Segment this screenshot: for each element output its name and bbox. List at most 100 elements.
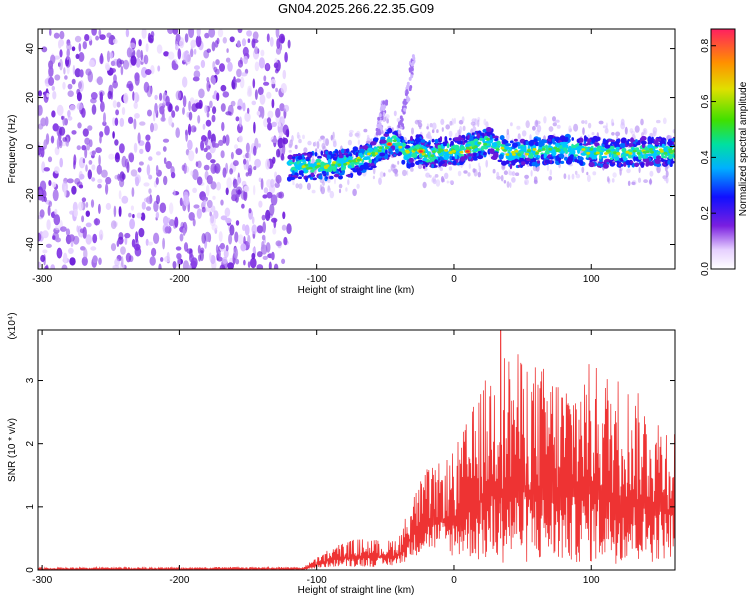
noise-mark: [166, 251, 170, 262]
signal-peak-mark: [527, 149, 531, 153]
signal-halo-mark: [511, 177, 516, 183]
signal-halo-mark: [552, 122, 557, 127]
hot-spot-core: [419, 150, 423, 153]
noise-mark: [209, 100, 213, 109]
signal-halo-mark: [352, 188, 357, 197]
noise-mark: [43, 196, 47, 203]
signal-band-mark: [489, 134, 493, 141]
noise-mark: [148, 34, 154, 44]
y-tick-label: -20: [25, 188, 36, 203]
snr-x-ticks: -300 -200 -100 0 100: [32, 330, 600, 586]
noise-mark: [98, 203, 101, 214]
signal-band-mark: [640, 136, 647, 141]
noise-mark: [261, 234, 266, 241]
signal-band-mark: [388, 148, 393, 152]
noise-mark: [201, 206, 206, 213]
signal-band-mark: [317, 155, 322, 159]
signal-halo-mark: [627, 180, 631, 186]
signal-band-mark: [562, 141, 569, 145]
signal-band-mark: [620, 163, 624, 167]
noise-mark: [125, 252, 132, 263]
signal-band-mark: [656, 155, 662, 160]
signal-halo-mark: [448, 130, 453, 138]
noise-mark: [50, 135, 55, 144]
signal-peak-mark: [537, 149, 542, 153]
noise-mark: [243, 158, 247, 165]
signal-band-mark: [524, 144, 527, 151]
signal-halo-mark: [320, 186, 325, 195]
signal-peak-mark: [448, 151, 453, 155]
signal-band-mark: [301, 154, 305, 160]
signal-halo-mark: [581, 120, 585, 124]
signal-halo-mark: [410, 167, 414, 172]
noise-mark: [88, 160, 93, 165]
noise-mark: [254, 89, 258, 100]
noise-mark: [124, 158, 129, 169]
noise-mark: [230, 100, 236, 107]
noise-mark: [169, 202, 174, 215]
signal-band-mark: [472, 158, 478, 161]
signal-band-mark: [368, 159, 372, 164]
signal-halo-mark: [529, 134, 532, 141]
noise-mark: [141, 66, 148, 78]
signal-band-mark: [502, 140, 509, 144]
signal-band-mark: [656, 151, 662, 155]
noise-mark: [73, 154, 77, 166]
signal-band-mark: [334, 150, 339, 154]
noise-mark: [97, 183, 102, 189]
signal-band-mark: [493, 152, 499, 159]
signal-halo-mark: [329, 190, 335, 199]
noise-mark: [188, 111, 193, 121]
noise-mark: [225, 217, 232, 224]
noise-mark: [41, 46, 48, 53]
signal-halo-mark: [425, 172, 430, 178]
noise-mark: [125, 29, 130, 38]
branch-mark: [406, 81, 410, 86]
noise-mark: [91, 164, 96, 171]
signal-halo-mark: [509, 182, 512, 189]
noise-mark: [119, 59, 125, 65]
noise-mark: [79, 173, 85, 180]
noise-mark: [212, 140, 216, 148]
signal-band-mark: [460, 145, 465, 151]
noise-mark: [174, 105, 180, 112]
noise-mark: [228, 233, 233, 245]
signal-band-mark: [409, 140, 415, 144]
noise-mark: [71, 46, 76, 52]
noise-mark: [81, 197, 87, 202]
noise-mark: [188, 150, 195, 162]
noise-mark: [155, 165, 159, 174]
noise-mark: [38, 123, 44, 130]
signal-band-mark: [658, 138, 661, 141]
noise-mark: [258, 57, 265, 69]
signal-band-mark: [393, 154, 397, 157]
signal-halo-mark: [449, 180, 454, 184]
noise-mark: [265, 209, 271, 221]
noise-mark: [196, 176, 203, 186]
signal-band-mark: [523, 141, 526, 146]
signal-peak-mark: [477, 141, 482, 145]
noise-mark: [278, 191, 285, 199]
signal-band-mark: [340, 162, 344, 168]
noise-mark: [78, 201, 84, 211]
noise-mark: [61, 115, 64, 120]
signal-halo-mark: [598, 120, 604, 125]
noise-mark: [39, 180, 47, 192]
signal-halo-mark: [573, 123, 579, 132]
x-tick-label: 0: [451, 274, 457, 285]
colorbar-tick-label: 0.8: [700, 38, 711, 52]
signal-halo-mark: [468, 163, 471, 169]
signal-halo-mark: [417, 122, 423, 128]
noise-mark: [53, 32, 60, 39]
noise-mark: [263, 187, 269, 194]
noise-mark: [133, 101, 138, 109]
noise-mark: [265, 242, 271, 253]
noise-mark: [200, 140, 205, 151]
noise-mark: [121, 107, 126, 115]
noise-mark: [130, 169, 138, 177]
signal-halo-mark: [372, 175, 375, 180]
noise-mark: [87, 125, 93, 131]
signal-band-mark: [615, 146, 620, 150]
signal-halo-mark: [649, 178, 652, 185]
signal-band-mark: [549, 160, 553, 164]
